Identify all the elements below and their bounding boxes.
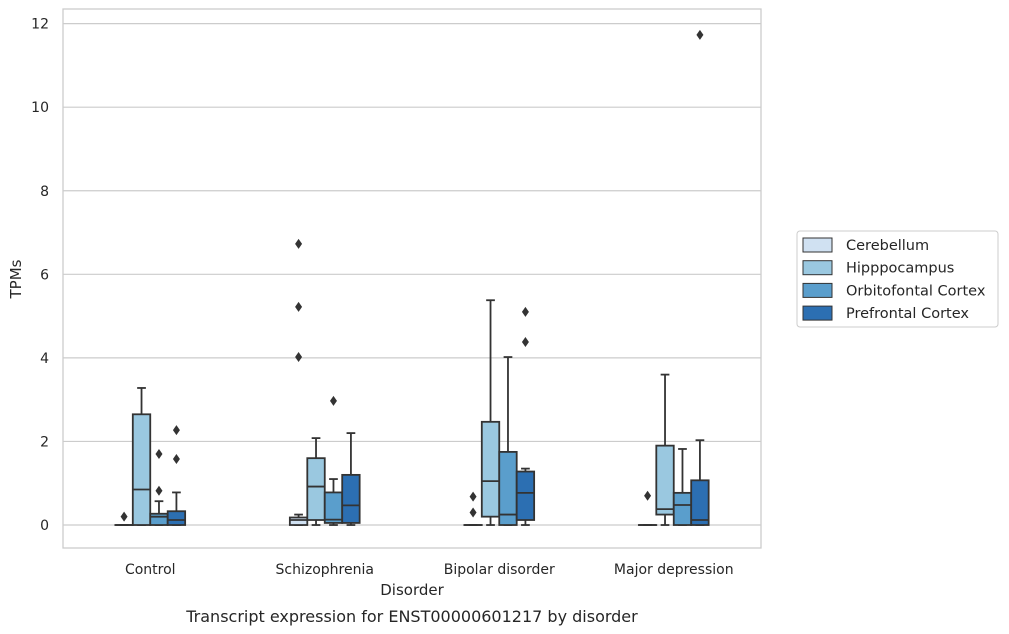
box-hipppocampus xyxy=(655,373,675,526)
outlier-point xyxy=(172,454,180,465)
y-tick-label: 10 xyxy=(31,100,49,116)
y-tick-label: 4 xyxy=(40,351,49,367)
outlier-point xyxy=(155,485,163,496)
box-iqr xyxy=(655,444,675,516)
outlier-point xyxy=(329,395,337,406)
outlier-point xyxy=(295,238,303,249)
box-prefrontal-cortex xyxy=(341,432,361,526)
box-iqr xyxy=(131,413,152,526)
legend-swatch xyxy=(802,237,833,253)
box-iqr xyxy=(149,512,169,526)
outlier-point xyxy=(469,491,477,502)
legend-label: Cerebellum xyxy=(846,238,929,254)
x-tick-label: Major depression xyxy=(614,562,734,578)
y-tick-label: 2 xyxy=(40,434,49,450)
legend-swatch xyxy=(802,282,833,298)
box-hipppocampus xyxy=(480,299,501,526)
outlier-point xyxy=(469,507,477,518)
x-tick-label: Bipolar disorder xyxy=(444,562,555,578)
plot-frame xyxy=(62,8,762,549)
x-tick-label: Control xyxy=(125,562,176,578)
y-tick-label: 6 xyxy=(40,267,49,283)
box-cerebellum xyxy=(637,490,658,526)
outlier-point xyxy=(155,448,163,459)
box-cerebellum xyxy=(288,238,309,526)
x-tick-labels: Control Schizophrenia Bipolar disorder Majo… xyxy=(125,562,734,578)
x-axis-label: Disorder xyxy=(380,581,444,599)
boxes xyxy=(114,29,710,526)
outlier-point xyxy=(644,490,652,501)
outlier-point xyxy=(172,425,180,436)
box-iqr xyxy=(288,516,309,526)
box-hipppocampus xyxy=(131,387,152,526)
legend-swatch xyxy=(802,260,833,276)
box-cerebellum xyxy=(463,491,483,526)
box-iqr xyxy=(341,473,361,524)
box-orbitofontal-cortex xyxy=(323,395,344,526)
y-tick-label: 0 xyxy=(40,518,49,534)
y-tick-label: 8 xyxy=(40,184,49,200)
legend-frame xyxy=(796,230,999,328)
box-orbitofontal-cortex xyxy=(672,448,693,526)
outlier-point xyxy=(696,29,704,40)
outlier-point xyxy=(521,306,529,317)
outlier-point xyxy=(120,511,128,522)
box-prefrontal-cortex xyxy=(515,306,536,526)
box-iqr xyxy=(306,457,326,521)
box-iqr xyxy=(323,491,344,524)
box-prefrontal-cortex xyxy=(166,425,187,526)
y-tick-label: 12 xyxy=(31,17,49,33)
x-tick-label: Schizophrenia xyxy=(276,562,374,578)
legend-label: Hipppocampus xyxy=(846,261,954,277)
box-prefrontal-cortex xyxy=(690,29,710,526)
chart-caption: Transcript expression for ENST0000060121… xyxy=(185,607,638,626)
legend-label: Prefrontal Cortex xyxy=(846,306,969,322)
box-iqr xyxy=(166,510,187,526)
box-iqr xyxy=(515,470,536,521)
legend-swatch xyxy=(802,305,833,321)
box-cerebellum xyxy=(114,511,134,526)
legend: Cerebellum Hipppocampus Orbitofontal Corte… xyxy=(796,230,999,328)
box-orbitofontal-cortex xyxy=(149,448,169,526)
legend-label: Orbitofontal Cortex xyxy=(846,283,986,299)
y-tick-labels: 0 2 4 6 8 10 12 xyxy=(31,17,49,534)
outlier-point xyxy=(295,301,303,312)
box-iqr xyxy=(690,479,710,526)
box-hipppocampus xyxy=(306,437,326,526)
outlier-point xyxy=(521,337,529,348)
box-iqr xyxy=(672,491,693,526)
box-iqr xyxy=(480,420,501,518)
grid-lines xyxy=(63,23,761,526)
outlier-point xyxy=(295,352,303,363)
y-axis-label: TPMs xyxy=(7,259,25,299)
